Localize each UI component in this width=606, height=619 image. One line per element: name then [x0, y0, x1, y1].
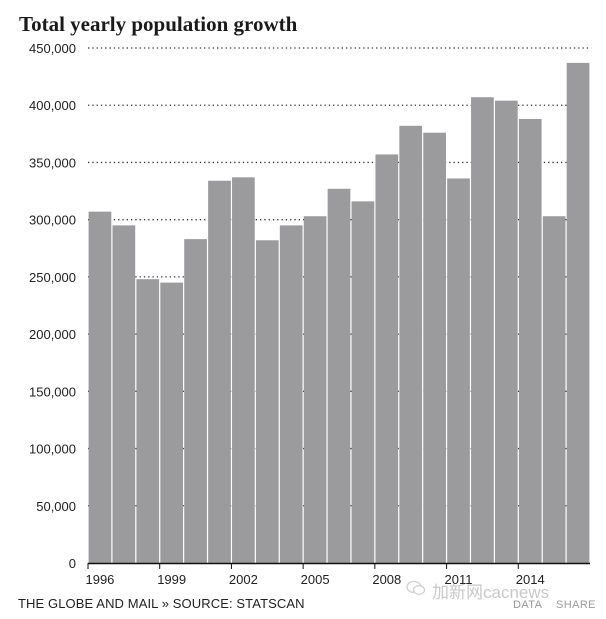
x-tick-label: 2005: [301, 572, 330, 587]
x-tick-label: 1999: [157, 572, 186, 587]
y-tick-label: 400,000: [29, 98, 76, 113]
y-tick-label: 350,000: [29, 155, 76, 170]
y-axis: 0 50,000 100,000 150,000 200,000 250,000 300,0…: [29, 41, 76, 571]
share-link[interactable]: SHARE: [556, 599, 596, 611]
bar-2004: [279, 225, 303, 563]
bar-2005: [303, 216, 327, 563]
bar-2014: [518, 118, 542, 563]
bar-1997: [112, 225, 136, 563]
bar-1996: [88, 211, 112, 563]
y-tick-label: 100,000: [29, 442, 76, 457]
y-tick-label: 300,000: [29, 213, 76, 228]
bar-2008: [375, 154, 399, 563]
bar-2000: [184, 239, 207, 563]
bar-2016: [566, 62, 590, 563]
bar-2007: [351, 201, 375, 563]
bar-2002: [232, 177, 255, 564]
bar-2011: [447, 178, 470, 563]
y-tick-label: 200,000: [29, 327, 76, 342]
y-tick-label: 450,000: [29, 41, 76, 56]
bar-1999: [160, 282, 184, 563]
bar-2015: [542, 216, 566, 563]
x-tick-label: 2002: [229, 572, 258, 587]
y-tick-label: 250,000: [29, 270, 76, 285]
wechat-icon: [406, 580, 426, 595]
x-axis: 1996 1999 2002 2005 2008 2011 2014: [85, 562, 590, 587]
bar-2010: [423, 132, 446, 563]
data-link[interactable]: DATA: [513, 599, 543, 611]
x-tick-label: 2011: [445, 572, 473, 587]
bars: [88, 62, 590, 564]
bar-2003: [255, 240, 279, 563]
bar-2001: [208, 180, 231, 563]
bar-2006: [327, 188, 351, 563]
bar-2013: [494, 100, 518, 564]
x-tick-label: 2014: [516, 572, 545, 587]
bar-1998: [136, 279, 160, 563]
x-tick-label: 2008: [372, 572, 401, 587]
y-tick-label: 0: [69, 556, 76, 571]
bar-2012: [471, 97, 494, 563]
y-tick-label: 150,000: [29, 384, 76, 399]
source-credit: THE GLOBE AND MAIL » SOURCE: STATSCAN: [18, 596, 305, 611]
chart-title: Total yearly population growth: [19, 12, 298, 36]
x-tick-label: 1996: [85, 572, 114, 587]
watermark-text: 加新网cacnews: [432, 583, 550, 602]
bar-2009: [399, 125, 423, 564]
y-tick-label: 50,000: [36, 499, 76, 514]
